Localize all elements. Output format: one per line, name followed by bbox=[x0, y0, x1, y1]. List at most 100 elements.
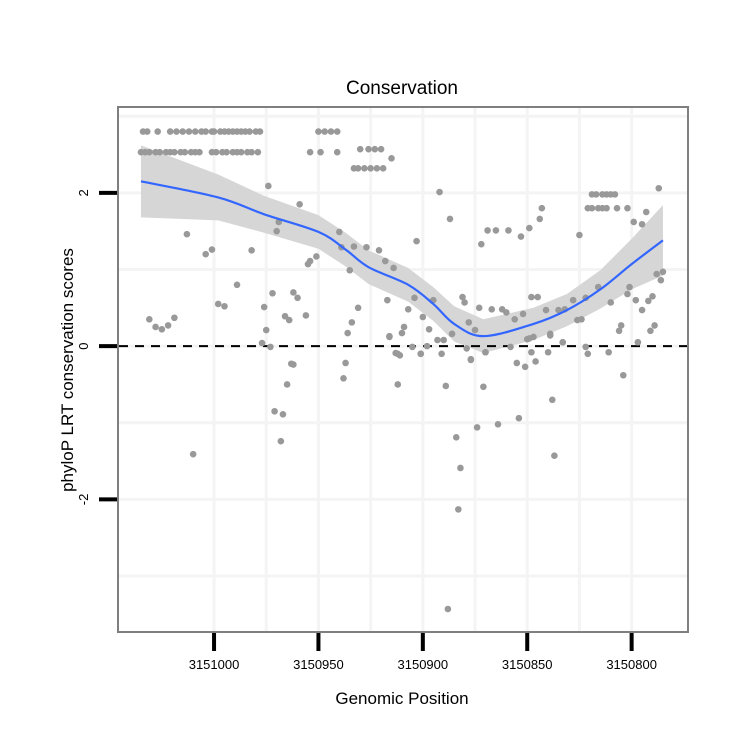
data-point bbox=[246, 128, 253, 135]
data-point bbox=[294, 294, 301, 302]
x-tick-label: 3150950 bbox=[293, 657, 344, 672]
data-point bbox=[398, 329, 406, 337]
data-point bbox=[578, 315, 585, 323]
x-axis-label: Genomic Position bbox=[335, 689, 468, 708]
y-tick-label: 2 bbox=[76, 189, 91, 196]
data-point bbox=[477, 240, 485, 248]
data-point bbox=[436, 188, 443, 196]
chart-title: Conservation bbox=[346, 78, 458, 99]
panel-border bbox=[117, 106, 689, 633]
data-point bbox=[528, 348, 535, 356]
data-point bbox=[315, 128, 322, 135]
data-point bbox=[452, 434, 460, 441]
data-point bbox=[647, 327, 654, 335]
x-axis: 3151000 3150950 3150900 3150850 3150800 bbox=[189, 633, 657, 672]
data-point bbox=[651, 322, 658, 329]
data-point bbox=[528, 293, 535, 301]
smooth-line-group bbox=[140, 180, 664, 338]
data-point bbox=[655, 184, 663, 192]
data-point bbox=[417, 350, 425, 358]
data-point bbox=[265, 182, 272, 190]
data-point bbox=[423, 342, 431, 350]
data-point bbox=[511, 315, 519, 323]
data-point bbox=[607, 299, 615, 306]
data-point bbox=[388, 155, 395, 162]
y-axis-label: phyloP LRT conservation scores bbox=[58, 248, 77, 492]
data-point bbox=[484, 227, 491, 234]
data-point bbox=[365, 145, 372, 153]
data-point bbox=[517, 233, 525, 240]
data-point bbox=[287, 360, 295, 368]
data-point bbox=[592, 191, 600, 198]
data-point bbox=[281, 312, 289, 320]
data-point bbox=[400, 323, 408, 331]
data-point bbox=[538, 204, 546, 212]
data-point bbox=[438, 350, 445, 358]
data-point bbox=[444, 605, 452, 613]
data-point bbox=[202, 250, 209, 258]
data-point bbox=[396, 352, 404, 359]
data-point bbox=[521, 363, 529, 371]
data-point bbox=[519, 310, 527, 318]
data-point bbox=[273, 227, 280, 235]
data-point bbox=[394, 381, 402, 388]
data-point bbox=[166, 128, 174, 135]
data-point bbox=[327, 128, 335, 135]
data-point bbox=[260, 303, 268, 311]
data-point bbox=[321, 128, 329, 135]
data-point bbox=[290, 289, 297, 296]
data-point bbox=[296, 201, 303, 208]
data-point bbox=[588, 204, 596, 212]
data-point bbox=[333, 148, 341, 156]
data-point bbox=[171, 314, 178, 322]
data-point bbox=[459, 293, 466, 301]
data-point bbox=[461, 299, 468, 306]
data-point bbox=[390, 264, 397, 272]
data-point bbox=[630, 218, 638, 226]
data-point bbox=[158, 325, 166, 333]
data-point bbox=[411, 294, 418, 302]
data-point bbox=[233, 281, 241, 289]
data-point bbox=[143, 128, 151, 135]
data-point bbox=[465, 319, 473, 326]
data-point bbox=[171, 148, 178, 156]
data-point bbox=[582, 343, 589, 351]
data-point bbox=[632, 296, 640, 304]
data-point bbox=[346, 266, 354, 274]
data-point bbox=[513, 359, 521, 367]
data-point bbox=[221, 302, 228, 310]
data-point bbox=[605, 348, 612, 356]
data-point bbox=[279, 411, 287, 418]
data-point bbox=[214, 300, 222, 308]
data-point bbox=[613, 204, 621, 212]
data-point bbox=[515, 414, 523, 422]
data-point bbox=[152, 323, 159, 331]
data-point bbox=[146, 148, 153, 156]
data-point bbox=[434, 336, 441, 344]
data-point bbox=[548, 396, 556, 404]
data-point bbox=[183, 230, 191, 238]
data-point bbox=[611, 191, 619, 198]
data-point bbox=[526, 224, 533, 232]
y-tick-label: -2 bbox=[76, 494, 91, 506]
confidence-ribbon bbox=[140, 145, 663, 354]
data-point bbox=[619, 371, 627, 379]
data-point bbox=[505, 227, 512, 234]
data-point bbox=[146, 315, 153, 323]
data-point bbox=[642, 208, 650, 216]
data-point bbox=[340, 375, 347, 382]
data-point bbox=[269, 289, 276, 297]
data-point bbox=[336, 228, 343, 236]
x-tick-label: 3150900 bbox=[398, 657, 449, 672]
data-point bbox=[440, 336, 448, 344]
data-point bbox=[271, 407, 278, 415]
data-point bbox=[475, 304, 483, 312]
data-point bbox=[542, 306, 550, 314]
data-point bbox=[645, 297, 652, 305]
data-point bbox=[409, 343, 416, 351]
data-point bbox=[446, 215, 454, 223]
data-point bbox=[304, 260, 312, 268]
y-tick-label: 0 bbox=[76, 343, 91, 350]
data-point bbox=[576, 231, 583, 239]
data-point bbox=[202, 128, 209, 135]
